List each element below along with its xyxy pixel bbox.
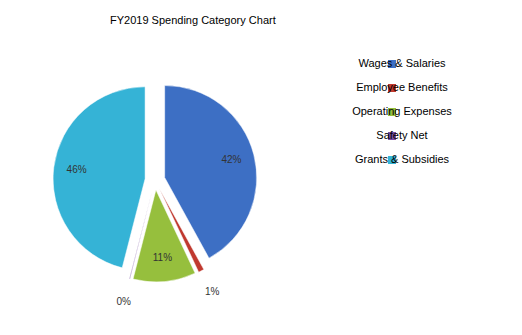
svg-text:Operating Expenses: Operating Expenses bbox=[352, 105, 452, 117]
svg-text:Wages & Salaries: Wages & Salaries bbox=[358, 57, 446, 69]
svg-text:Employee Benefits: Employee Benefits bbox=[356, 81, 448, 93]
svg-text:0%: 0% bbox=[116, 296, 131, 307]
html-text:FY2019 Spending Category Chart: FY2019 Spending Category Chart bbox=[110, 14, 276, 26]
svg-text:46%: 46% bbox=[67, 164, 87, 175]
svg-text:Safety Net: Safety Net bbox=[376, 129, 427, 141]
svg-text:42%: 42% bbox=[222, 154, 242, 165]
svg-text:11%: 11% bbox=[153, 252, 172, 263]
svg-text:1%: 1% bbox=[205, 286, 220, 297]
svg-text:Grants & Subsidies: Grants & Subsidies bbox=[355, 153, 450, 165]
